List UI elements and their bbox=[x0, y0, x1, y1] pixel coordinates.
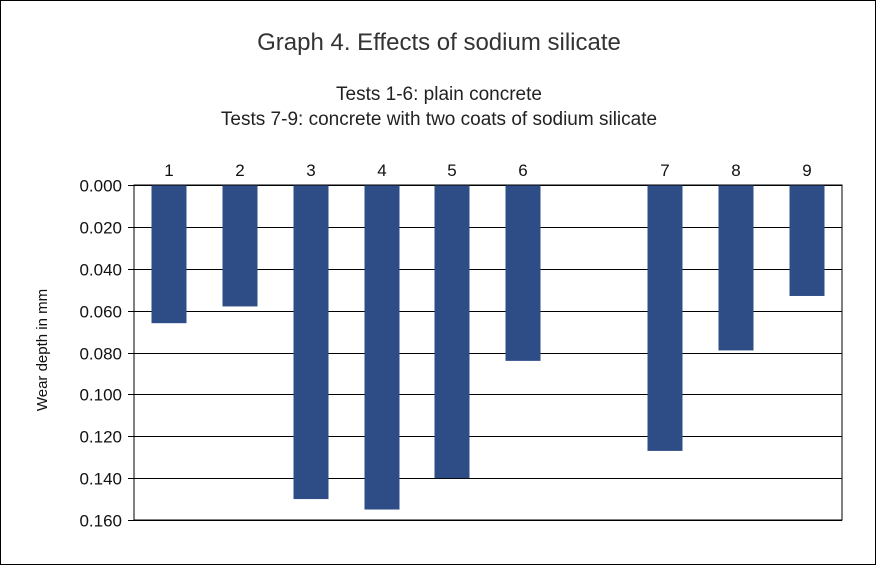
x-tick-label: 6 bbox=[518, 161, 527, 180]
bar-test-9 bbox=[789, 185, 825, 296]
y-tick-label: 0.020 bbox=[79, 219, 122, 238]
chart-title: Graph 4. Effects of sodium silicate bbox=[257, 29, 621, 56]
bar-test-6 bbox=[505, 185, 541, 361]
y-tick-label: 0.100 bbox=[79, 386, 122, 405]
x-tick-label: 1 bbox=[164, 161, 173, 180]
bars bbox=[151, 185, 825, 510]
plot-area-border bbox=[133, 184, 843, 521]
x-tick-label: 2 bbox=[235, 161, 244, 180]
bar-test-8 bbox=[718, 185, 754, 351]
x-tick-labels: 1 2 3 4 5 6 7 8 9 bbox=[164, 161, 811, 180]
bar-test-5 bbox=[434, 185, 470, 479]
y-tick-label: 0.120 bbox=[79, 428, 122, 447]
bar-test-4 bbox=[364, 185, 400, 510]
y-tick-label: 0.000 bbox=[79, 177, 122, 196]
y-tick-label: 0.080 bbox=[79, 345, 122, 364]
x-tick-label: 3 bbox=[306, 161, 315, 180]
y-tick-label: 0.160 bbox=[79, 512, 122, 531]
bar-test-1 bbox=[151, 185, 187, 324]
y-tick-labels: 0.000 0.020 0.040 0.060 0.080 0.100 0.120 0.140… bbox=[79, 177, 122, 531]
chart-subtitle-line-1: Tests 1-6: plain concrete bbox=[336, 84, 542, 105]
x-tick-label: 8 bbox=[731, 161, 740, 180]
x-tick-label: 7 bbox=[660, 161, 669, 180]
y-tick-label: 0.060 bbox=[79, 303, 122, 322]
y-tick-label: 0.040 bbox=[79, 261, 122, 280]
x-tick-label: 9 bbox=[802, 161, 811, 180]
bar-test-7 bbox=[647, 185, 683, 451]
y-axis-label: Wear depth in mm bbox=[34, 289, 51, 411]
bar-test-2 bbox=[222, 185, 258, 307]
y-tick-label: 0.140 bbox=[79, 470, 122, 489]
x-tick-label: 4 bbox=[377, 161, 386, 180]
chart-subtitle-line-2: Tests 7-9: concrete with two coats of so… bbox=[221, 109, 657, 130]
bar-test-3 bbox=[293, 185, 329, 500]
x-tick-label: 5 bbox=[447, 161, 456, 180]
